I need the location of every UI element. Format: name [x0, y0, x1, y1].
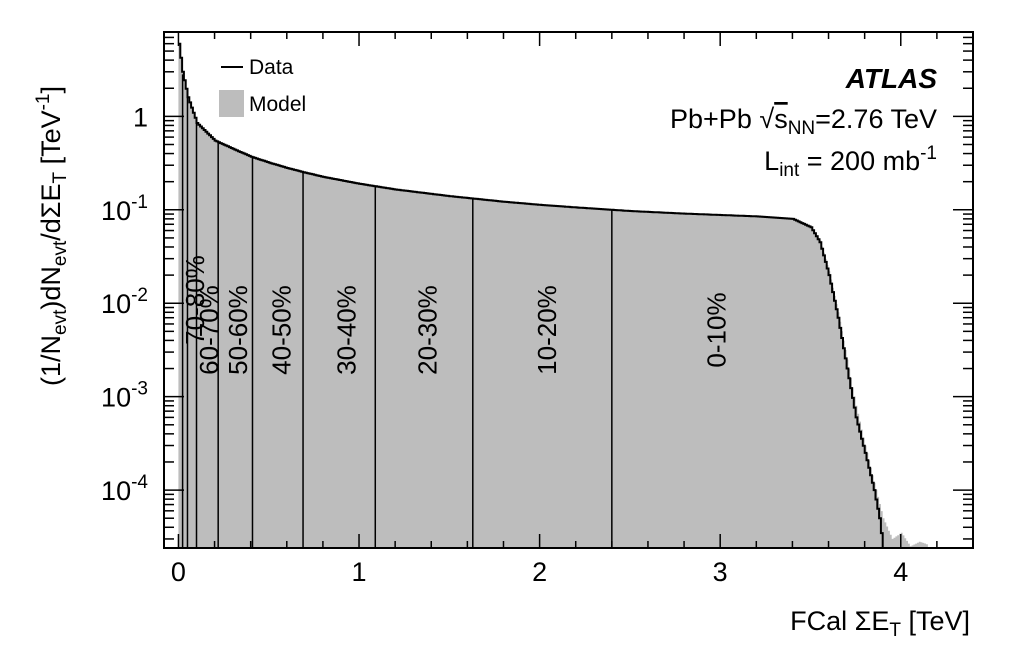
axis-ticks: [164, 31, 973, 548]
x-tick-label: 0: [171, 557, 186, 587]
data-histogram: [178, 42, 884, 548]
plot-frame: [163, 31, 974, 549]
centrality-labels: 70-80%60-70%50-60% 40-50% 30-40% 20-30% 10-2…: [180, 255, 731, 375]
y-tick-label: 10-2: [101, 285, 148, 319]
x-tick-label: 3: [713, 557, 728, 587]
centrality-label: 30-40%: [331, 285, 361, 375]
luminosity-label: Lint = 200 mb-1: [764, 143, 937, 181]
centrality-label: 50-60%: [223, 285, 253, 375]
collision-system-label: Pb+Pb √sNN=2.76 TeV: [670, 104, 937, 139]
x-tick-label: 4: [893, 557, 908, 587]
x-axis-title: FCal ΣET [TeV]: [790, 606, 970, 641]
y-tick-label: 10-4: [101, 472, 148, 506]
legend-model-label: Model: [249, 93, 306, 116]
y-tick-label: 1: [133, 102, 148, 132]
experiment-label: ATLAS: [845, 63, 938, 94]
y-tick-labels: 1 10-1 10-2 10-3 10-4: [101, 102, 148, 506]
legend: Data Model: [219, 56, 306, 117]
centrality-label: 60-70%: [194, 285, 224, 375]
x-tick-label: 1: [352, 557, 367, 587]
legend-data-label: Data: [249, 56, 294, 79]
centrality-label: 40-50%: [266, 285, 296, 375]
y-tick-label: 10-1: [101, 192, 148, 226]
model-fill-area: [178, 43, 928, 548]
centrality-label: 0-10%: [702, 292, 732, 367]
centrality-boundaries: [181, 74, 613, 548]
centrality-label: 10-20%: [532, 285, 562, 375]
data-line: [178, 42, 884, 548]
x-tick-label: 2: [532, 557, 547, 587]
legend-model-fill-swatch: [219, 90, 244, 117]
y-axis-title: (1/Nevt)dNevt/dΣET [TeV-1]: [33, 86, 71, 386]
model-histogram: [178, 43, 928, 548]
x-tick-labels: 0 1 2 3 4: [171, 557, 908, 587]
centrality-label: 20-30%: [413, 285, 443, 375]
y-tick-label: 10-3: [101, 379, 148, 413]
centrality-label: 70-80%: [180, 255, 210, 345]
